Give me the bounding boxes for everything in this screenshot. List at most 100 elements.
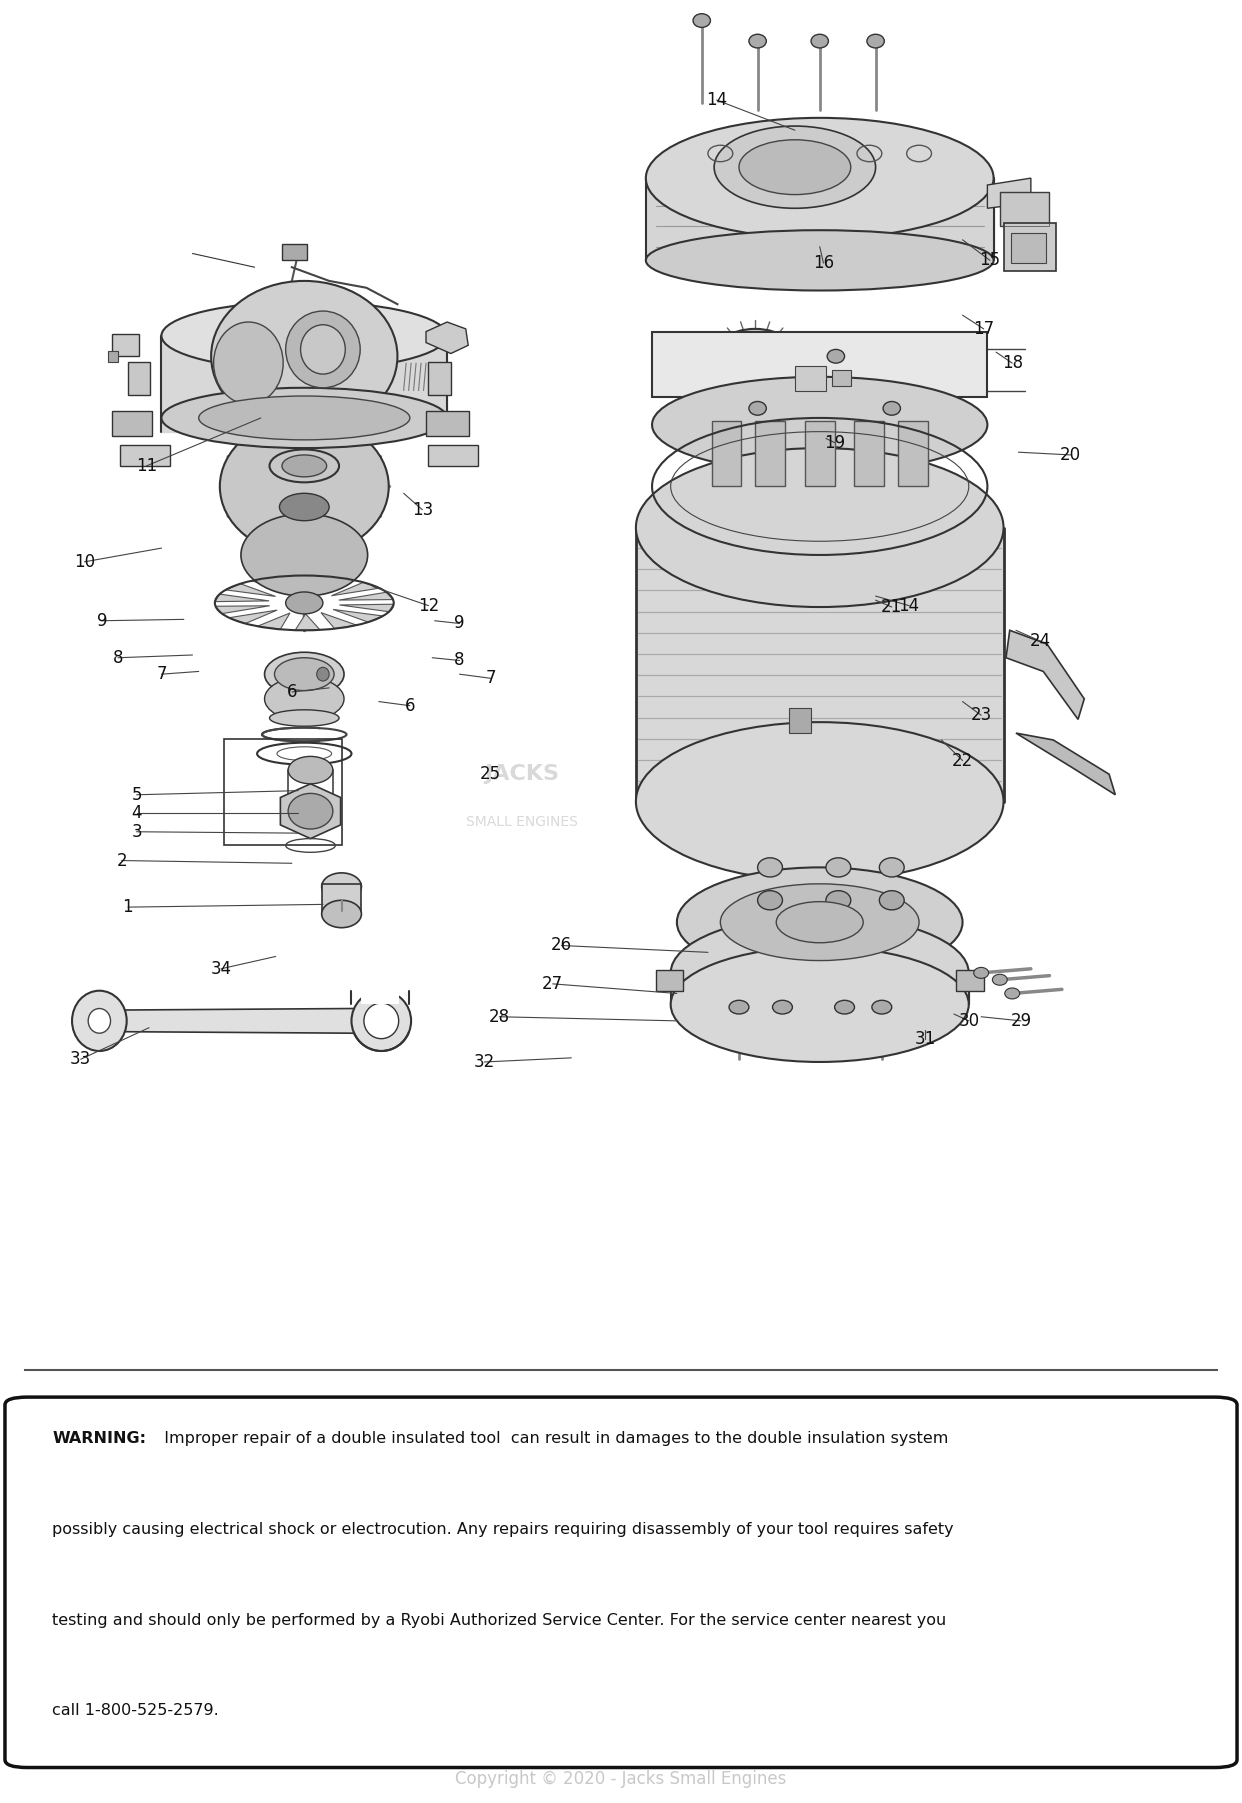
- Ellipse shape: [1005, 988, 1020, 999]
- Bar: [755, 420, 785, 487]
- Text: 6: 6: [405, 696, 415, 714]
- Text: call 1-800-525-2579.: call 1-800-525-2579.: [52, 1704, 219, 1718]
- Bar: [956, 970, 984, 990]
- Ellipse shape: [671, 916, 969, 1031]
- Polygon shape: [339, 604, 394, 611]
- Text: 16: 16: [812, 254, 835, 272]
- Text: 30: 30: [958, 1011, 980, 1030]
- Text: 22: 22: [951, 752, 974, 770]
- Polygon shape: [332, 582, 380, 595]
- Text: JACKS: JACKS: [484, 764, 559, 784]
- Bar: [1011, 233, 1046, 263]
- Polygon shape: [1006, 631, 1084, 719]
- Bar: [112, 334, 139, 357]
- Bar: [832, 370, 851, 386]
- Polygon shape: [320, 613, 356, 629]
- Ellipse shape: [265, 653, 344, 696]
- Polygon shape: [987, 178, 1031, 209]
- Bar: [128, 362, 150, 395]
- Ellipse shape: [286, 312, 360, 388]
- Bar: [1000, 191, 1049, 225]
- Ellipse shape: [161, 388, 447, 449]
- Text: 26: 26: [550, 936, 573, 954]
- Text: 5: 5: [132, 786, 142, 804]
- Bar: [361, 977, 399, 1004]
- Text: 25: 25: [479, 764, 502, 783]
- Polygon shape: [252, 577, 288, 593]
- Ellipse shape: [301, 325, 345, 373]
- Text: 17: 17: [972, 319, 995, 337]
- Ellipse shape: [758, 891, 782, 911]
- Bar: [789, 709, 811, 734]
- Circle shape: [88, 1008, 111, 1033]
- Bar: [898, 420, 928, 487]
- Polygon shape: [319, 577, 351, 593]
- Polygon shape: [1016, 734, 1115, 795]
- Text: possibly causing electrical shock or electrocution. Any repairs requiring disass: possibly causing electrical shock or ele…: [52, 1522, 954, 1536]
- Ellipse shape: [636, 723, 1004, 882]
- Ellipse shape: [364, 1002, 399, 1039]
- Ellipse shape: [714, 126, 876, 209]
- Ellipse shape: [827, 350, 845, 362]
- Circle shape: [72, 990, 127, 1051]
- Text: 31: 31: [914, 1030, 936, 1048]
- Ellipse shape: [199, 397, 410, 440]
- Polygon shape: [339, 591, 392, 600]
- Bar: [428, 362, 451, 395]
- Text: 20: 20: [1059, 445, 1082, 463]
- Ellipse shape: [811, 34, 828, 49]
- Ellipse shape: [270, 710, 339, 727]
- Polygon shape: [215, 595, 270, 602]
- Text: 27: 27: [542, 975, 564, 993]
- Ellipse shape: [636, 449, 1004, 608]
- Bar: [1000, 191, 1049, 225]
- Ellipse shape: [693, 14, 710, 27]
- Text: 4: 4: [132, 804, 142, 822]
- Ellipse shape: [322, 873, 361, 900]
- Text: 10: 10: [73, 554, 96, 572]
- Bar: [854, 420, 884, 487]
- Ellipse shape: [758, 858, 782, 876]
- Text: 19: 19: [823, 433, 846, 451]
- Ellipse shape: [883, 402, 900, 415]
- Ellipse shape: [773, 1001, 792, 1013]
- Text: testing and should only be performed by a Ryobi Authorized Service Center. For t: testing and should only be performed by …: [52, 1612, 946, 1628]
- Ellipse shape: [835, 1001, 854, 1013]
- Polygon shape: [288, 575, 313, 591]
- Bar: [795, 366, 826, 391]
- Ellipse shape: [282, 454, 327, 476]
- Ellipse shape: [826, 858, 851, 876]
- Text: 12: 12: [417, 597, 440, 615]
- Text: 7: 7: [156, 665, 166, 683]
- Text: 3: 3: [132, 822, 142, 840]
- Ellipse shape: [671, 947, 969, 1062]
- Ellipse shape: [720, 883, 919, 961]
- Circle shape: [317, 667, 329, 682]
- Text: 9: 9: [97, 611, 107, 629]
- Ellipse shape: [879, 891, 904, 911]
- Ellipse shape: [652, 377, 987, 472]
- Text: 14: 14: [705, 90, 728, 108]
- Ellipse shape: [879, 858, 904, 876]
- Bar: [656, 970, 683, 990]
- Bar: [108, 352, 118, 362]
- Ellipse shape: [220, 418, 389, 555]
- Text: 13: 13: [411, 501, 433, 519]
- Polygon shape: [216, 606, 270, 613]
- Bar: [224, 739, 342, 846]
- Polygon shape: [426, 323, 468, 353]
- Text: 8: 8: [455, 651, 465, 669]
- Ellipse shape: [265, 676, 344, 721]
- Ellipse shape: [211, 281, 397, 431]
- Bar: [426, 411, 469, 436]
- Text: 15: 15: [979, 251, 1001, 269]
- Ellipse shape: [776, 902, 863, 943]
- Bar: [120, 445, 170, 465]
- FancyBboxPatch shape: [5, 1397, 1237, 1767]
- Text: 24: 24: [1030, 633, 1052, 651]
- Text: 14: 14: [898, 597, 920, 615]
- Polygon shape: [257, 613, 289, 629]
- Text: 1: 1: [123, 898, 133, 916]
- Ellipse shape: [749, 402, 766, 415]
- Bar: [322, 883, 361, 914]
